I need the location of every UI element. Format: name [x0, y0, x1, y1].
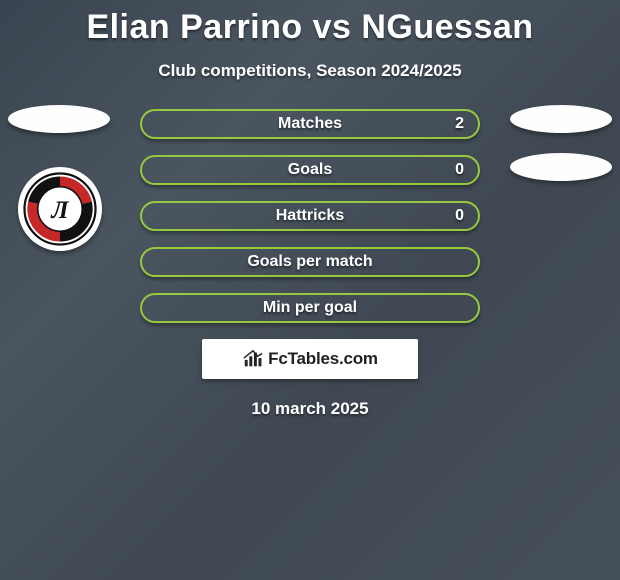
stat-bar-min-per-goal: Min per goal	[140, 293, 480, 323]
page-subtitle: Club competitions, Season 2024/2025	[0, 61, 620, 81]
stat-bar-matches: Matches 2	[140, 109, 480, 139]
player-right-placeholder-1	[510, 105, 612, 133]
brand-text: FcTables.com	[268, 349, 378, 369]
stat-label: Min per goal	[263, 299, 357, 317]
brand-box: FcTables.com	[202, 339, 418, 379]
stat-bar-hattricks: Hattricks 0	[140, 201, 480, 231]
player-right-placeholder-2	[510, 153, 612, 181]
club-logo: Л	[18, 167, 102, 251]
infographic-root: Elian Parrino vs NGuessan Club competiti…	[0, 0, 620, 580]
stat-value: 0	[455, 207, 464, 225]
stat-value: 0	[455, 161, 464, 179]
club-logo-svg: Л	[23, 172, 97, 246]
stat-label: Hattricks	[276, 207, 344, 225]
svg-text:Л: Л	[50, 197, 69, 224]
player-left-placeholder	[8, 105, 110, 133]
stat-label: Goals per match	[247, 253, 372, 271]
bar-chart-icon	[242, 348, 264, 370]
stat-label: Matches	[278, 115, 342, 133]
content-row: Л Matches 2 Goals 0 Hattricks 0 Goals pe…	[0, 109, 620, 419]
stat-value: 2	[455, 115, 464, 133]
date-text: 10 march 2025	[0, 399, 620, 419]
stat-bar-goals-per-match: Goals per match	[140, 247, 480, 277]
stat-label: Goals	[288, 161, 332, 179]
stat-bars: Matches 2 Goals 0 Hattricks 0 Goals per …	[140, 109, 480, 323]
page-title: Elian Parrino vs NGuessan	[0, 0, 620, 47]
stat-bar-goals: Goals 0	[140, 155, 480, 185]
